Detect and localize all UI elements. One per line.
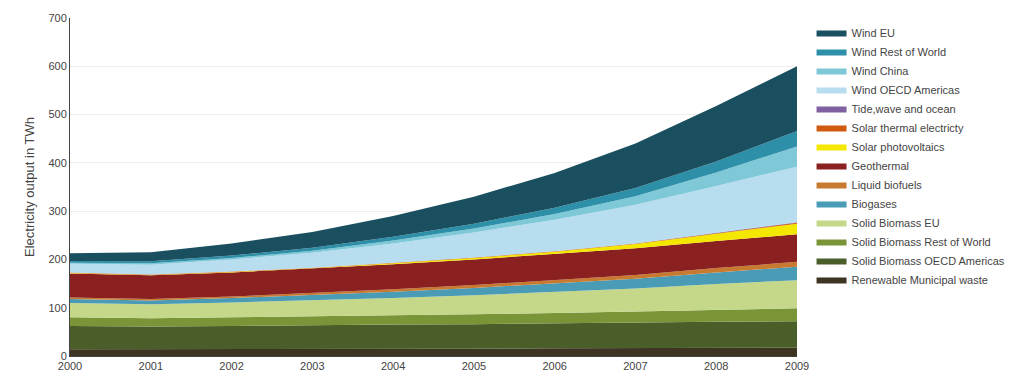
svg-text:Wind China: Wind China [852, 65, 910, 77]
svg-text:2008: 2008 [704, 360, 728, 372]
svg-text:600: 600 [48, 60, 66, 72]
svg-text:Liquid biofuels: Liquid biofuels [852, 179, 923, 191]
svg-text:Solid Biomass Rest of World: Solid Biomass Rest of World [852, 236, 991, 248]
svg-text:2002: 2002 [219, 360, 243, 372]
svg-text:Solar photovoltaics: Solar photovoltaics [852, 141, 945, 153]
svg-text:Biogases: Biogases [852, 198, 898, 210]
svg-text:2000: 2000 [58, 360, 82, 372]
svg-text:Wind EU: Wind EU [852, 27, 895, 39]
svg-text:100: 100 [48, 302, 66, 314]
svg-text:2009: 2009 [785, 360, 809, 372]
svg-text:2005: 2005 [462, 360, 486, 372]
svg-text:Wind OECD Americas: Wind OECD Americas [852, 84, 961, 96]
svg-text:Tide,wave and ocean: Tide,wave and ocean [852, 103, 956, 115]
svg-text:2004: 2004 [381, 360, 405, 372]
svg-text:200: 200 [48, 253, 66, 265]
svg-text:Solid Biomass OECD Americas: Solid Biomass OECD Americas [852, 255, 1005, 267]
svg-text:Solid Biomass EU: Solid Biomass EU [852, 217, 940, 229]
svg-text:Geothermal: Geothermal [852, 160, 909, 172]
svg-text:400: 400 [48, 157, 66, 169]
svg-text:500: 500 [48, 108, 66, 120]
svg-text:Solar thermal electricty: Solar thermal electricty [852, 122, 964, 134]
svg-text:Wind Rest of World: Wind Rest of World [852, 46, 947, 58]
svg-text:700: 700 [48, 12, 66, 24]
svg-text:Electricity output in TWh: Electricity output in TWh [22, 117, 37, 257]
svg-text:2007: 2007 [623, 360, 647, 372]
svg-text:0: 0 [61, 350, 67, 362]
svg-text:2001: 2001 [139, 360, 163, 372]
svg-text:300: 300 [48, 205, 66, 217]
svg-text:2006: 2006 [542, 360, 566, 372]
svg-text:Renewable Municipal waste: Renewable Municipal waste [852, 274, 988, 286]
svg-text:2003: 2003 [300, 360, 324, 372]
